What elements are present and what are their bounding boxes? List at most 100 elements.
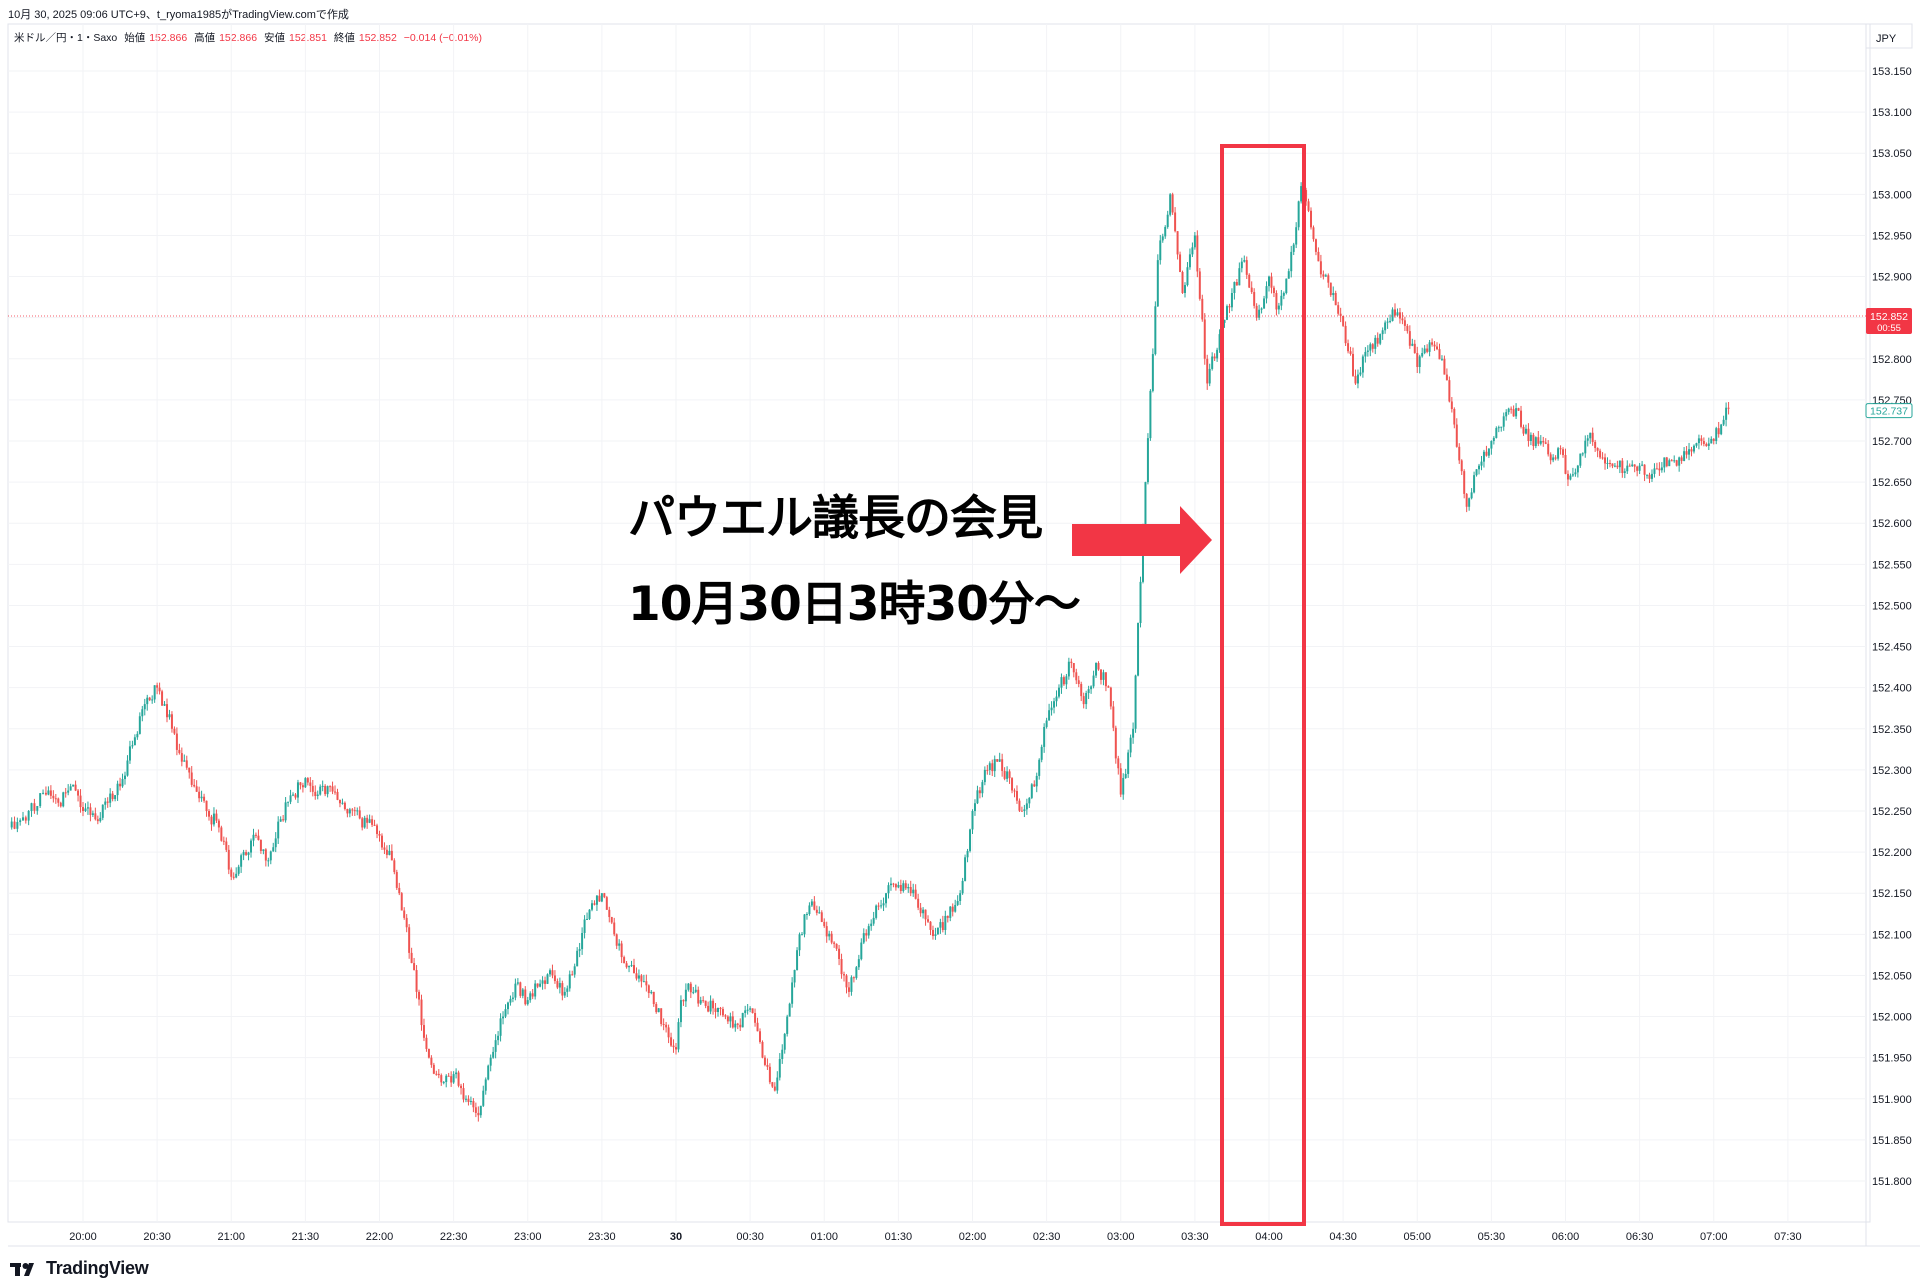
candle-body	[1025, 803, 1028, 810]
candle-body	[726, 1016, 729, 1022]
candle-body	[941, 922, 944, 930]
candle-body	[885, 893, 888, 904]
candle-body	[1554, 457, 1557, 459]
y-tick-label: 152.500	[1872, 600, 1912, 612]
candle-body	[1174, 212, 1177, 232]
y-tick-label: 152.800	[1872, 354, 1912, 366]
candle-body	[502, 1016, 505, 1019]
symbol-name[interactable]: 米ドル／円・1・Saxo	[14, 32, 118, 44]
candle-body	[1349, 351, 1352, 354]
candle-body	[667, 1027, 670, 1038]
candle-body	[717, 1007, 720, 1013]
candle-body	[613, 922, 616, 935]
currency-label[interactable]: JPY	[1876, 33, 1897, 45]
highlight-box	[1220, 144, 1306, 1226]
candle-body	[119, 783, 122, 787]
candle-body	[1576, 465, 1579, 473]
tradingview-logo[interactable]: TradingView	[10, 1258, 149, 1279]
candle-body	[492, 1051, 495, 1058]
candle-body	[857, 959, 860, 968]
candle-body	[336, 791, 339, 800]
candle-body	[418, 991, 421, 1000]
y-tick-label: 152.650	[1872, 477, 1912, 489]
candle-body	[1117, 758, 1120, 769]
candle-body	[954, 904, 957, 912]
candle-body	[815, 909, 818, 913]
candle-body	[166, 704, 169, 718]
candle-body	[287, 801, 290, 803]
candle-body	[1179, 254, 1182, 272]
candle-body	[660, 1008, 663, 1024]
candle-body	[1151, 354, 1154, 391]
candle-body	[30, 803, 33, 811]
candle-body	[1668, 460, 1671, 467]
candle-body	[1695, 443, 1698, 446]
currency-button-frame[interactable]	[1865, 23, 1913, 49]
candle-body	[988, 763, 991, 771]
candle-body	[1492, 437, 1495, 441]
candle-body	[1090, 686, 1093, 690]
candle-body	[1401, 318, 1404, 321]
candle-body	[16, 822, 19, 829]
y-tick-label: 151.850	[1872, 1135, 1912, 1147]
candle-body	[452, 1074, 455, 1083]
candle-body	[506, 1002, 509, 1010]
candle-body	[929, 921, 932, 930]
candle-body	[1552, 457, 1555, 461]
y-tick-label: 152.700	[1872, 436, 1912, 448]
candle-body	[675, 1047, 677, 1050]
candle-body	[39, 793, 42, 807]
candle-body	[210, 816, 213, 825]
candle-body	[205, 800, 208, 811]
candle-body	[84, 808, 87, 811]
candle-body	[195, 786, 198, 792]
candle-body	[19, 820, 22, 823]
candle-body	[694, 989, 697, 992]
candle-body	[707, 1005, 710, 1012]
candle-body	[1485, 451, 1488, 456]
candle-body	[783, 1033, 786, 1050]
candle-body	[825, 926, 828, 937]
candle-body	[1379, 334, 1382, 344]
candle-body	[1497, 427, 1500, 429]
candle-body	[432, 1064, 435, 1074]
plot-frame	[7, 23, 1871, 1223]
candle-body	[1633, 464, 1636, 467]
candle-body	[576, 950, 579, 967]
candle-body	[1621, 460, 1624, 473]
candle-body	[1082, 696, 1085, 705]
candle-body	[637, 975, 640, 979]
candle-body	[509, 998, 512, 1003]
candle-body	[1310, 210, 1313, 228]
candle-body	[1183, 285, 1186, 293]
candle-body	[544, 980, 547, 984]
candle-body	[741, 1012, 744, 1028]
candle-body	[519, 982, 522, 996]
candle-body	[852, 977, 855, 979]
tradingview-logo-icon	[10, 1262, 34, 1276]
candle-body	[232, 876, 235, 878]
candle-body	[734, 1023, 737, 1028]
candle-body	[887, 885, 890, 894]
candle-body	[1243, 260, 1246, 262]
candle-body	[1107, 686, 1110, 688]
candle-body	[939, 922, 942, 928]
candle-body	[1428, 342, 1431, 352]
x-tick-label: 03:00	[1107, 1231, 1135, 1243]
candle-body	[311, 785, 314, 792]
candle-body	[1557, 448, 1560, 459]
candle-body	[877, 905, 880, 907]
candle-body	[1112, 706, 1115, 728]
y-tick-label: 152.000	[1872, 1012, 1912, 1024]
candle-body	[1663, 457, 1666, 468]
candle-body	[526, 1000, 529, 1005]
candle-body	[1359, 372, 1362, 375]
y-tick-label: 152.100	[1872, 929, 1912, 941]
candle-body	[978, 790, 981, 794]
candle-body	[524, 989, 527, 1005]
candle-body	[306, 778, 309, 783]
candle-body	[1431, 342, 1434, 345]
candle-body	[1500, 426, 1503, 428]
candle-body	[1290, 251, 1293, 272]
